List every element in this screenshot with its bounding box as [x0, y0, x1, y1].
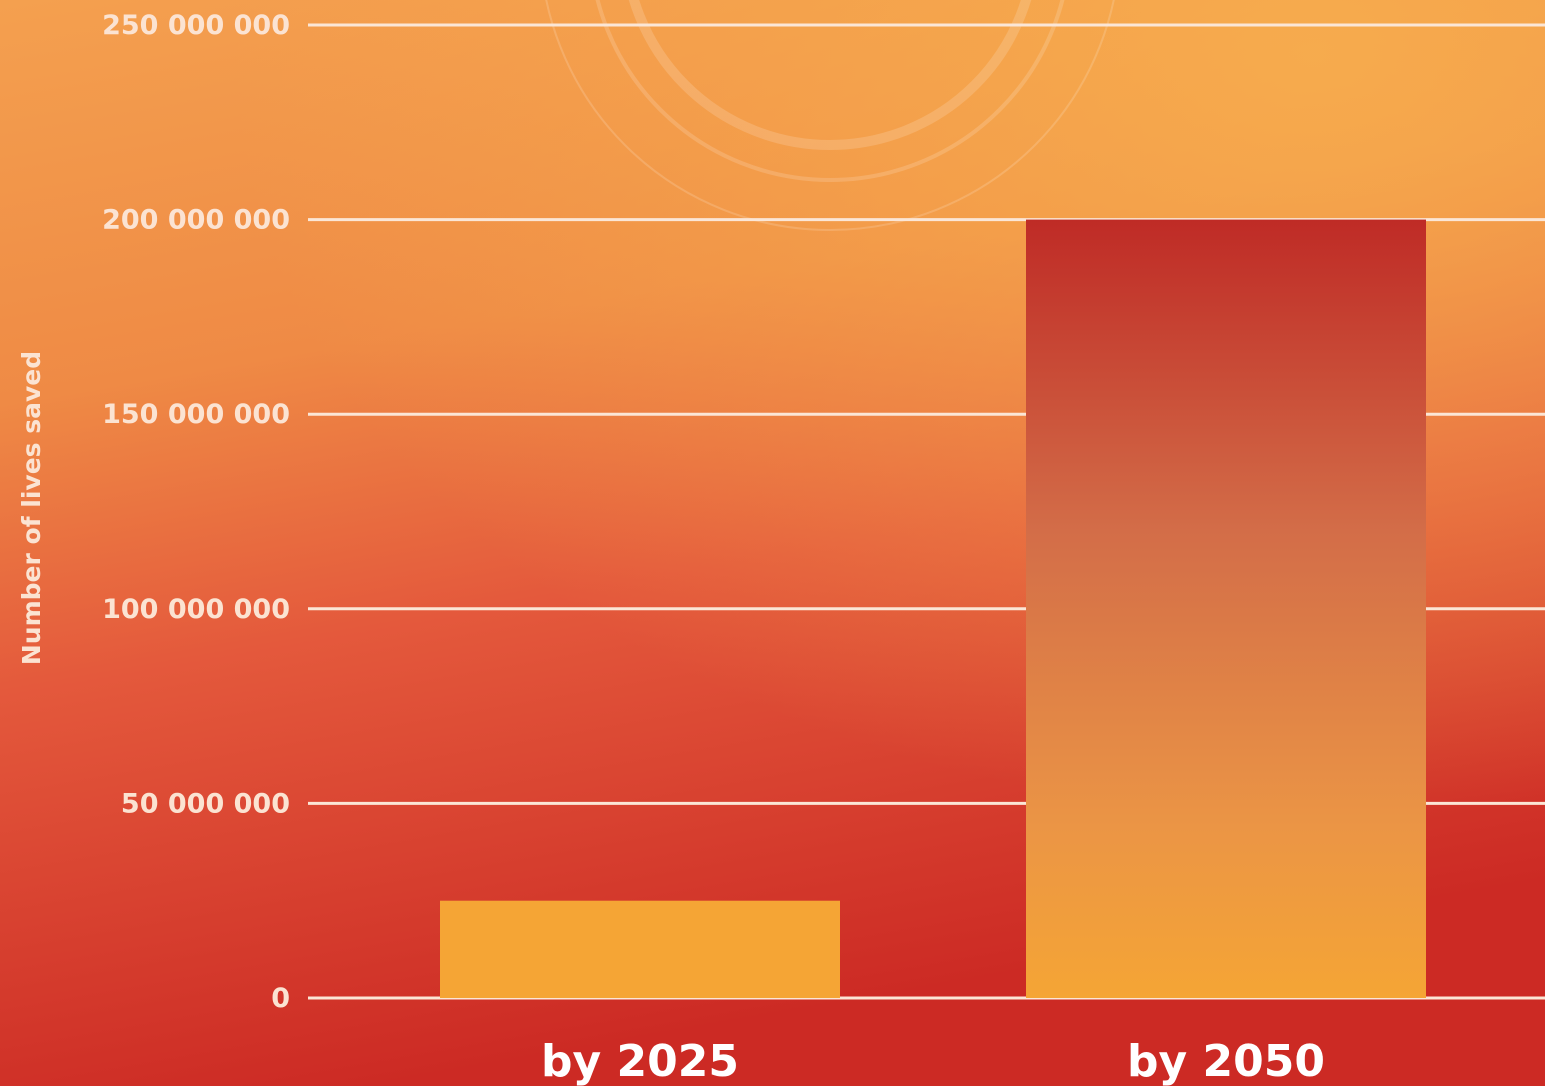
bar-by-2025: [440, 900, 840, 998]
y-tick-label: 150 000 000: [102, 399, 290, 430]
x-category-label: by 2050: [1127, 1036, 1325, 1086]
y-tick-label: 250 000 000: [102, 10, 290, 41]
x-category-label: by 2025: [541, 1036, 739, 1086]
x-category-labels: by 2025 by 2050: [541, 1036, 1325, 1087]
seal-watermark: [545, 0, 1115, 231]
bar-by-2050: [1026, 219, 1426, 999]
y-tick-label: 50 000 000: [121, 788, 290, 819]
y-axis-title: Number of lives saved: [17, 351, 46, 665]
y-tick-labels: 0 50 000 000 100 000 000 150 000 000 200 000…: [102, 10, 290, 1014]
bars: [440, 219, 1426, 999]
y-tick-label: 100 000 000: [102, 594, 290, 625]
y-tick-label: 200 000 000: [102, 205, 290, 236]
y-tick-label: 0: [271, 983, 290, 1014]
